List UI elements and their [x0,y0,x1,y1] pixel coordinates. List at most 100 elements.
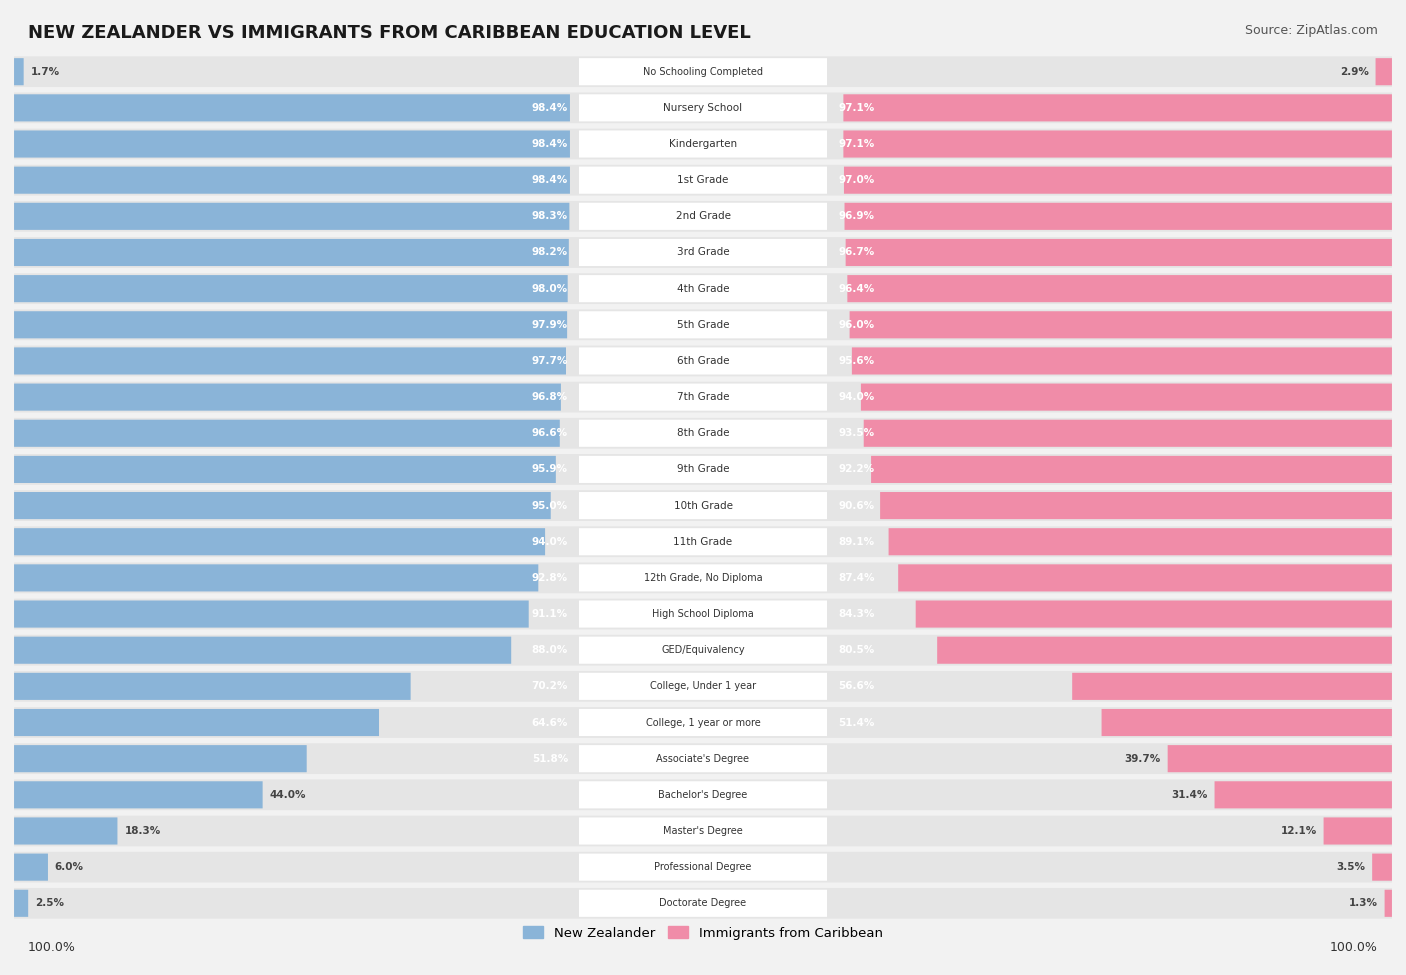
FancyBboxPatch shape [579,673,827,700]
FancyBboxPatch shape [848,275,1392,302]
FancyBboxPatch shape [14,492,551,519]
Text: 84.3%: 84.3% [838,609,875,619]
Text: 87.4%: 87.4% [838,573,875,583]
Text: No Schooling Completed: No Schooling Completed [643,66,763,77]
FancyBboxPatch shape [1372,853,1392,880]
FancyBboxPatch shape [889,528,1392,556]
Text: 97.1%: 97.1% [838,102,875,113]
Text: 80.5%: 80.5% [838,645,875,655]
FancyBboxPatch shape [579,601,827,628]
FancyBboxPatch shape [579,709,827,736]
FancyBboxPatch shape [14,454,1392,485]
FancyBboxPatch shape [1323,817,1392,844]
FancyBboxPatch shape [1375,58,1392,85]
FancyBboxPatch shape [579,419,827,447]
FancyBboxPatch shape [579,456,827,483]
FancyBboxPatch shape [14,382,1392,412]
FancyBboxPatch shape [14,93,1392,123]
FancyBboxPatch shape [579,203,827,230]
FancyBboxPatch shape [14,275,568,302]
FancyBboxPatch shape [14,601,529,628]
Text: 92.2%: 92.2% [838,464,875,475]
Text: NEW ZEALANDER VS IMMIGRANTS FROM CARIBBEAN EDUCATION LEVEL: NEW ZEALANDER VS IMMIGRANTS FROM CARIBBE… [28,24,751,42]
Text: 95.0%: 95.0% [531,500,568,511]
FancyBboxPatch shape [14,58,24,85]
FancyBboxPatch shape [579,853,827,880]
Text: 1.3%: 1.3% [1348,898,1378,909]
FancyBboxPatch shape [14,599,1392,630]
FancyBboxPatch shape [14,743,1392,774]
FancyBboxPatch shape [14,273,1392,304]
Text: High School Diploma: High School Diploma [652,609,754,619]
FancyBboxPatch shape [14,816,1392,846]
FancyBboxPatch shape [14,203,569,230]
FancyBboxPatch shape [579,275,827,302]
FancyBboxPatch shape [14,707,1392,738]
FancyBboxPatch shape [849,311,1392,338]
Text: 2nd Grade: 2nd Grade [675,212,731,221]
FancyBboxPatch shape [579,492,827,519]
Text: 31.4%: 31.4% [1171,790,1208,799]
Text: 96.6%: 96.6% [531,428,568,439]
FancyBboxPatch shape [579,311,827,338]
FancyBboxPatch shape [14,309,1392,340]
FancyBboxPatch shape [844,167,1392,194]
FancyBboxPatch shape [579,528,827,556]
Text: Doctorate Degree: Doctorate Degree [659,898,747,909]
Text: 12th Grade, No Diploma: 12th Grade, No Diploma [644,573,762,583]
Text: 11th Grade: 11th Grade [673,536,733,547]
FancyBboxPatch shape [579,383,827,410]
FancyBboxPatch shape [852,347,1392,374]
Text: 51.8%: 51.8% [531,754,568,763]
FancyBboxPatch shape [14,419,560,447]
FancyBboxPatch shape [579,781,827,808]
Text: College, Under 1 year: College, Under 1 year [650,682,756,691]
Text: 8th Grade: 8th Grade [676,428,730,439]
FancyBboxPatch shape [14,490,1392,521]
FancyBboxPatch shape [844,95,1392,122]
FancyBboxPatch shape [14,745,307,772]
Text: 97.7%: 97.7% [531,356,568,366]
FancyBboxPatch shape [579,131,827,158]
Text: 6.0%: 6.0% [55,862,84,873]
FancyBboxPatch shape [845,203,1392,230]
Text: 5th Grade: 5th Grade [676,320,730,330]
FancyBboxPatch shape [14,239,569,266]
Text: 88.0%: 88.0% [531,645,568,655]
FancyBboxPatch shape [14,817,118,844]
Text: 96.4%: 96.4% [838,284,875,293]
FancyBboxPatch shape [14,528,546,556]
FancyBboxPatch shape [579,890,827,916]
Text: 1.7%: 1.7% [31,66,59,77]
FancyBboxPatch shape [14,526,1392,557]
FancyBboxPatch shape [1073,673,1392,700]
FancyBboxPatch shape [14,311,567,338]
Text: 3rd Grade: 3rd Grade [676,248,730,257]
FancyBboxPatch shape [915,601,1392,628]
Legend: New Zealander, Immigrants from Caribbean: New Zealander, Immigrants from Caribbean [519,921,887,945]
Text: 51.4%: 51.4% [838,718,875,727]
Text: 18.3%: 18.3% [124,826,160,836]
FancyBboxPatch shape [14,201,1392,232]
Text: 6th Grade: 6th Grade [676,356,730,366]
Text: 91.1%: 91.1% [531,609,568,619]
FancyBboxPatch shape [14,888,1392,918]
FancyBboxPatch shape [860,383,1392,410]
FancyBboxPatch shape [14,237,1392,268]
Text: 95.9%: 95.9% [531,464,568,475]
FancyBboxPatch shape [14,165,1392,196]
FancyBboxPatch shape [1167,745,1392,772]
FancyBboxPatch shape [14,781,263,808]
Text: 10th Grade: 10th Grade [673,500,733,511]
FancyBboxPatch shape [845,239,1392,266]
FancyBboxPatch shape [14,347,567,374]
FancyBboxPatch shape [579,239,827,266]
FancyBboxPatch shape [579,565,827,592]
FancyBboxPatch shape [14,673,411,700]
Text: 98.4%: 98.4% [531,139,568,149]
FancyBboxPatch shape [14,853,48,880]
Text: 56.6%: 56.6% [838,682,875,691]
FancyBboxPatch shape [14,345,1392,376]
Text: Professional Degree: Professional Degree [654,862,752,873]
Text: 98.0%: 98.0% [531,284,568,293]
